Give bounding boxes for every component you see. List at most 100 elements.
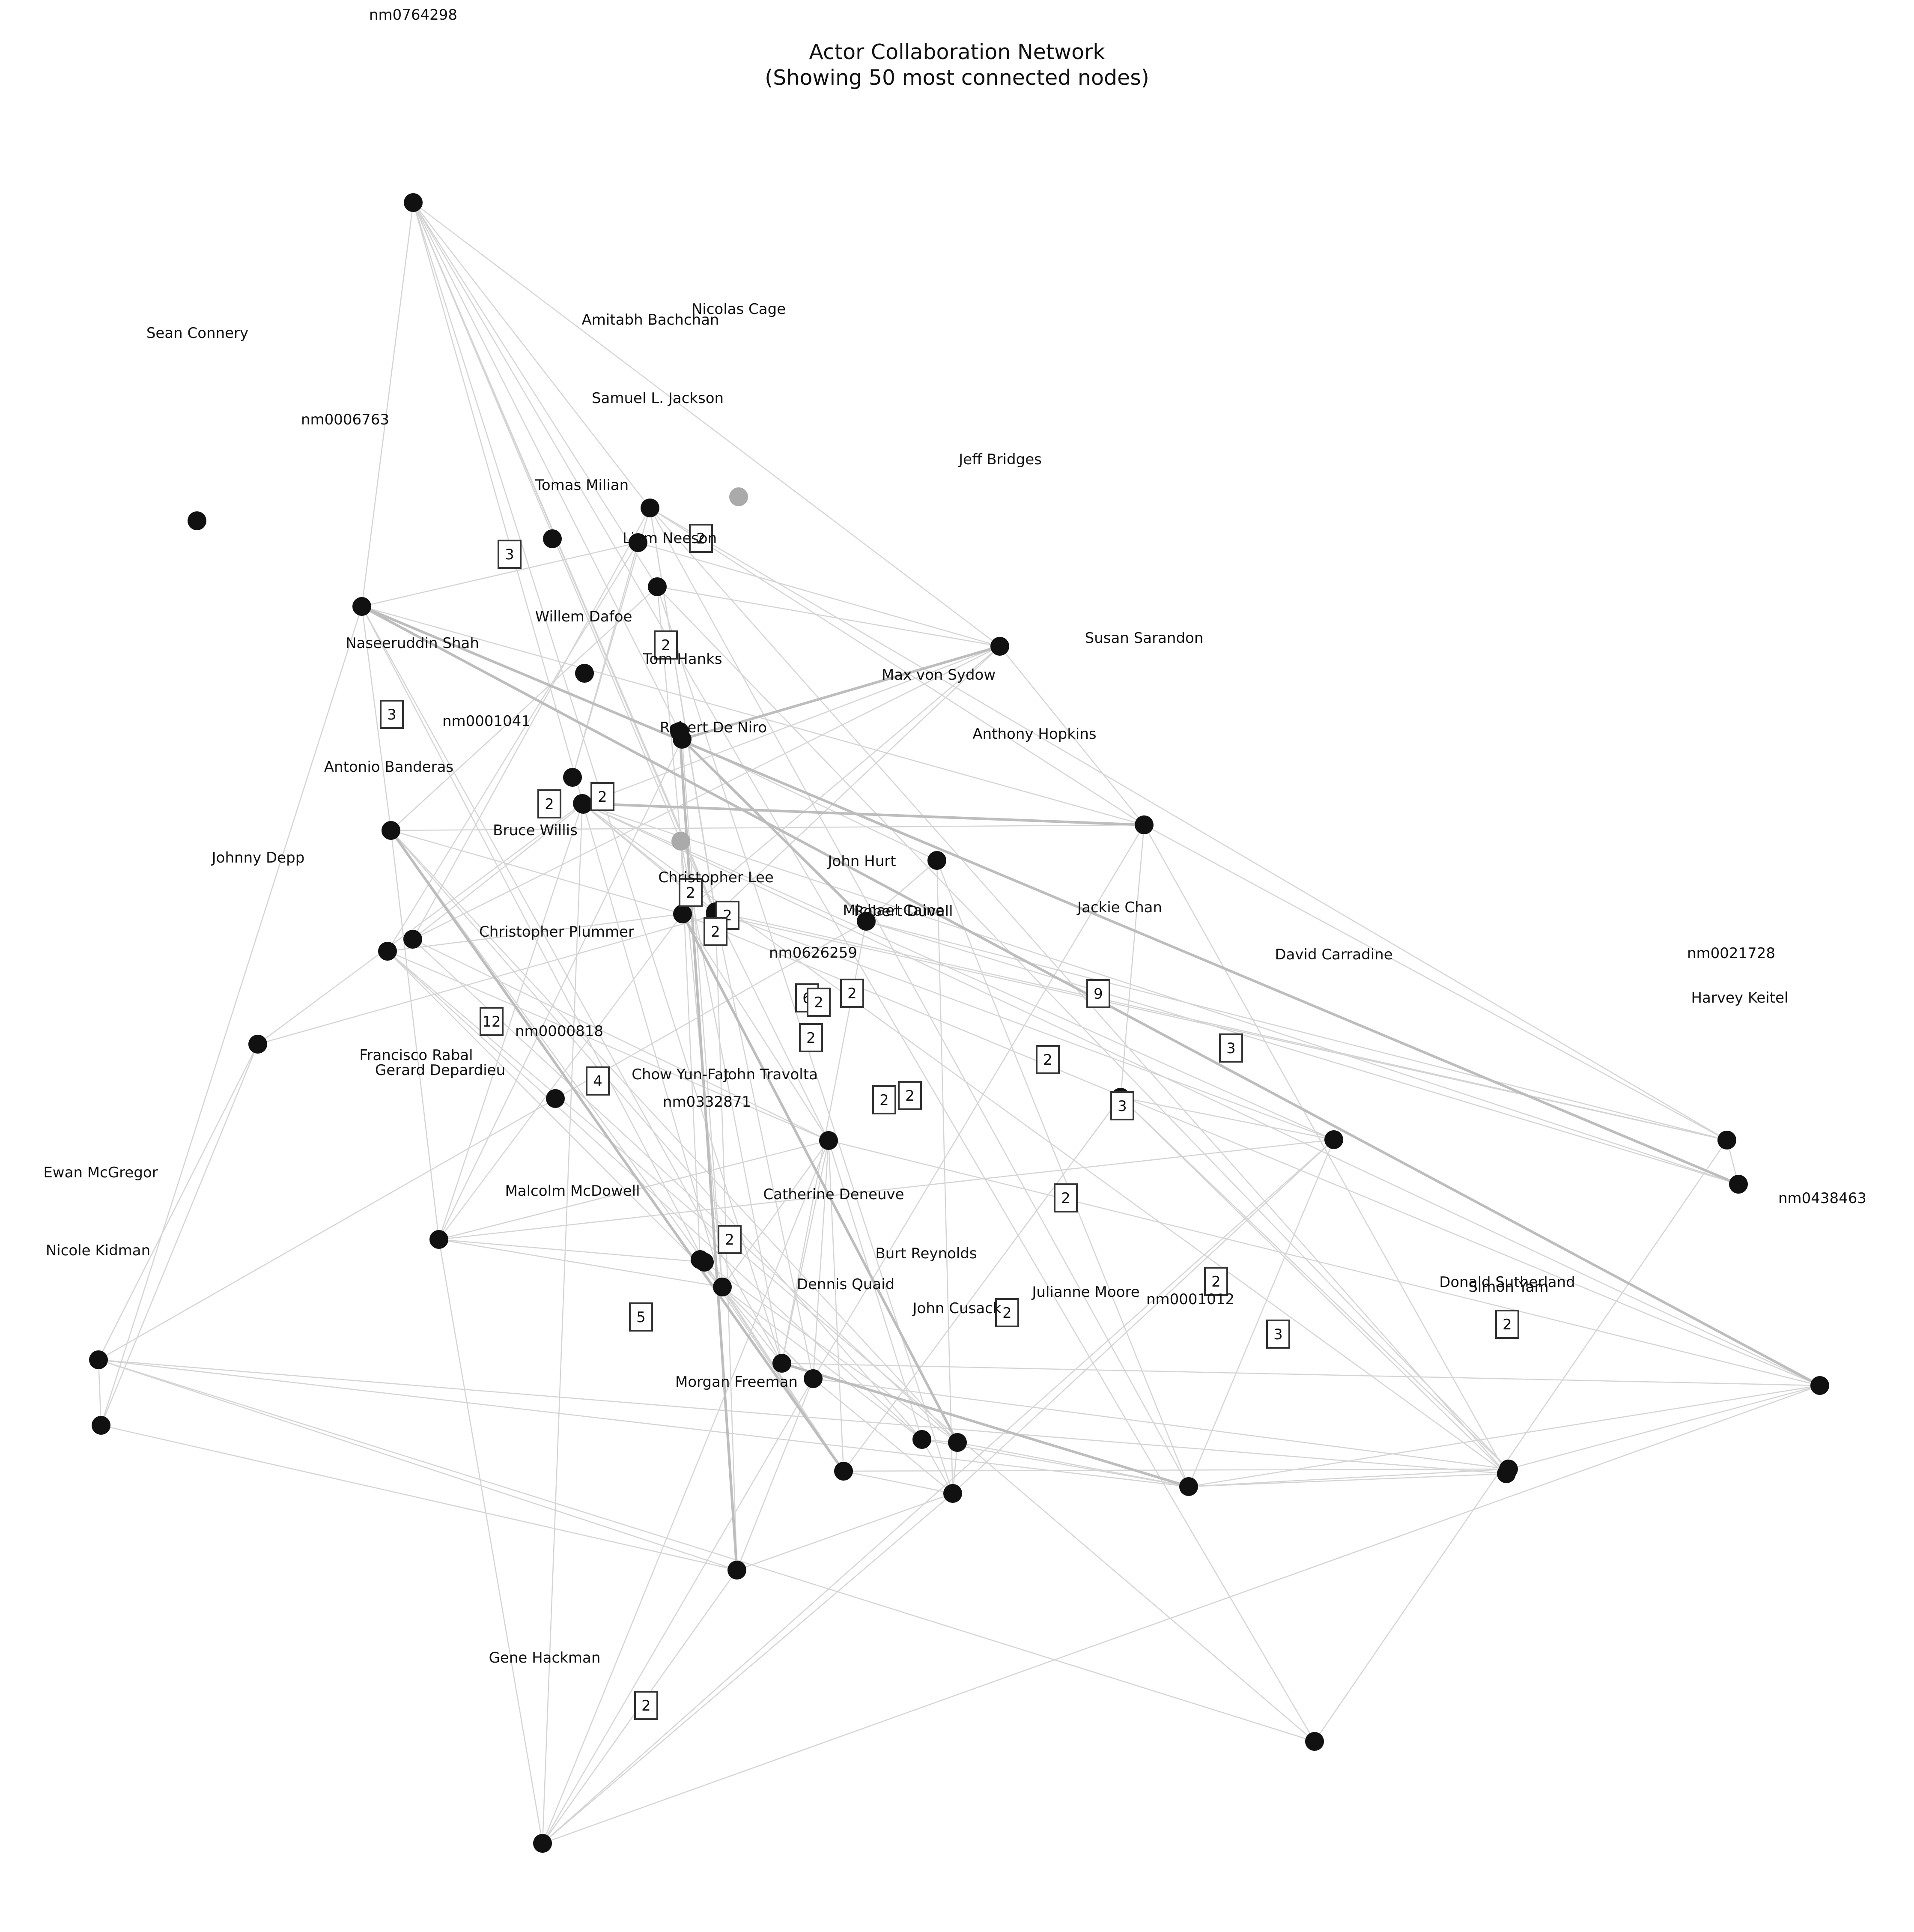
actor-name-label: Tomas Milian (535, 477, 629, 494)
collaboration-edge (98, 1044, 259, 1360)
collaboration-edge (1120, 1097, 1507, 1474)
edge-weight-label: 3 (498, 540, 522, 569)
edge-weight-label: 2 (1054, 1183, 1078, 1212)
collaboration-edge (391, 830, 922, 1440)
edge-weight-label: 4 (586, 1066, 610, 1096)
actor-name-label: nm0438463 (1778, 1190, 1866, 1207)
weighted-edge (582, 802, 1145, 826)
collaboration-edge (412, 202, 1315, 1742)
actor-node (563, 768, 582, 787)
collaboration-edge (257, 914, 716, 1045)
edge-weight-label: 2 (704, 917, 727, 946)
actor-node (819, 1131, 838, 1150)
edge-weight-label: 2 (689, 524, 713, 553)
collaboration-edge (412, 202, 658, 587)
collaboration-edge (649, 508, 716, 915)
collaboration-edge (582, 803, 1820, 1386)
svg-text:5: 5 (636, 1309, 646, 1326)
edge-weight-label: 3 (1266, 1320, 1290, 1349)
collaboration-edge (98, 1359, 102, 1426)
collaboration-edge (391, 830, 958, 1443)
actor-node (1810, 1376, 1829, 1395)
actor-node (188, 511, 206, 530)
collaboration-edge (257, 803, 583, 1045)
weighted-edge (682, 645, 1000, 741)
collaboration-edge (387, 951, 922, 1440)
collaboration-edge (438, 1139, 1334, 1240)
collaboration-edge (736, 1493, 953, 1571)
edge-weight-label: 2 (807, 988, 831, 1017)
actor-name-label: nm0626259 (769, 944, 857, 962)
collaboration-edge (438, 803, 583, 1240)
actor-node (804, 1369, 823, 1388)
collaboration-edge (650, 507, 1727, 1141)
edge-weight-label: 2 (1495, 1310, 1519, 1339)
svg-text:2: 2 (641, 1697, 651, 1714)
collaboration-edge (412, 202, 680, 732)
actor-node (629, 533, 647, 552)
svg-text:2: 2 (661, 637, 671, 654)
actor-node (691, 1250, 710, 1269)
actor-name-label: Christopher Plummer (479, 923, 634, 941)
collaboration-edge (680, 841, 783, 1364)
actor-node (671, 832, 690, 851)
edge-weight-label: 2 (718, 1225, 742, 1254)
actor-node (648, 577, 667, 596)
actor-node (857, 912, 876, 931)
collaboration-edge (721, 1140, 829, 1287)
edge-weight-label: 2 (840, 979, 864, 1008)
collaboration-edge (681, 739, 723, 1287)
actor-node (403, 930, 422, 949)
collaboration-edge (715, 911, 1334, 1141)
collaboration-edge (1120, 1097, 1509, 1469)
collaboration-edge (438, 1140, 829, 1240)
collaboration-edge (438, 914, 683, 1240)
collaboration-edge (715, 914, 814, 1379)
svg-text:2: 2 (1503, 1316, 1512, 1333)
svg-text:2: 2 (598, 788, 607, 806)
collaboration-edge (542, 1378, 814, 1844)
actor-node (641, 499, 659, 517)
collaboration-edge (98, 920, 867, 1361)
collaboration-edge (638, 542, 1000, 647)
edge-weight-label: 5 (629, 1302, 653, 1332)
edge-weight-label: 3 (1219, 1033, 1243, 1063)
collaboration-edge (700, 1259, 782, 1364)
collaboration-edge (438, 1239, 543, 1844)
svg-text:2: 2 (905, 1087, 915, 1105)
actor-name-label: Susan Sarandon (1085, 630, 1204, 647)
collaboration-edge (649, 508, 1190, 1487)
actor-node (89, 1350, 108, 1369)
actor-node (727, 1561, 746, 1580)
actor-node (673, 730, 692, 749)
collaboration-edge (582, 804, 723, 1287)
collaboration-edge (390, 830, 440, 1240)
actor-name-label: Donald Sutherland (1439, 1274, 1575, 1291)
collaboration-edge (412, 645, 1000, 940)
actor-name-label: John Hurt (827, 853, 896, 870)
actor-name-label: John Cusack (912, 1300, 1002, 1317)
collaboration-edge (100, 606, 363, 1426)
collaboration-edge (582, 803, 1334, 1141)
collaboration-edge (680, 841, 829, 1141)
svg-text:2: 2 (847, 985, 857, 1002)
collaboration-edge (361, 542, 638, 607)
svg-text:2: 2 (1211, 1273, 1221, 1290)
collaboration-edge (781, 1362, 1820, 1386)
actor-name-label: Samuel L. Jackson (592, 390, 724, 407)
collaboration-edge (1188, 1473, 1507, 1487)
collaboration-edge (866, 920, 1739, 1185)
collaboration-edge (957, 1442, 1189, 1487)
collaboration-edge (813, 1378, 953, 1494)
edge-weight-label: 9 (1086, 979, 1110, 1008)
collaboration-edge (650, 507, 1145, 826)
edge-weight-label: 2 (537, 789, 561, 818)
actor-name-label: Burt Reynolds (875, 1245, 977, 1262)
actor-node (429, 1230, 448, 1249)
collaboration-edge (866, 920, 1727, 1141)
collaboration-edge (361, 606, 705, 1263)
collaboration-edge (361, 606, 783, 1364)
actor-node (543, 529, 562, 548)
actor-name-label: Nicole Kidman (46, 1242, 150, 1259)
collaboration-edge (98, 1359, 1189, 1487)
